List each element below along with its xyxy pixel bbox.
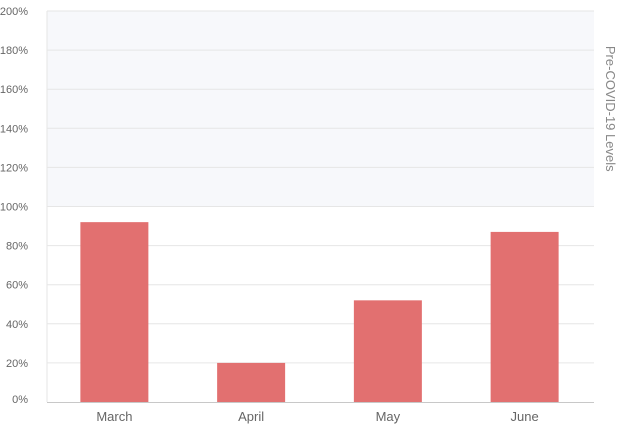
y-tick-labels: 0% 20% 40% 60% 80% 100% 120% 140% 160% 180% 200% xyxy=(0,6,28,406)
y-tick-label: 80% xyxy=(6,241,28,253)
y-tick-label: 60% xyxy=(6,280,28,292)
bar-april xyxy=(217,362,286,402)
y-tick-label: 20% xyxy=(6,358,28,370)
x-tick-label: April xyxy=(238,409,264,424)
y-tick-label: 100% xyxy=(0,202,28,214)
y-tick-label: 180% xyxy=(0,45,28,57)
x-tick-label: March xyxy=(96,409,132,424)
y-tick-label: 120% xyxy=(0,162,28,174)
x-category-labels: March April May June xyxy=(96,409,538,424)
bar-march xyxy=(80,222,149,402)
bar-may xyxy=(353,300,422,402)
y-tick-label: 160% xyxy=(0,84,28,96)
bars xyxy=(80,222,559,402)
y-tick-label: 140% xyxy=(0,123,28,135)
band-label: Pre-COVID-19 Levels xyxy=(603,46,618,172)
y-tick-label: 40% xyxy=(6,319,28,331)
y-tick-label: 0% xyxy=(12,394,28,406)
bar-june xyxy=(490,231,559,402)
x-tick-label: June xyxy=(511,409,539,424)
y-tick-label: 200% xyxy=(0,6,28,18)
x-tick-label: May xyxy=(376,409,401,424)
pre-covid-band xyxy=(47,11,594,207)
